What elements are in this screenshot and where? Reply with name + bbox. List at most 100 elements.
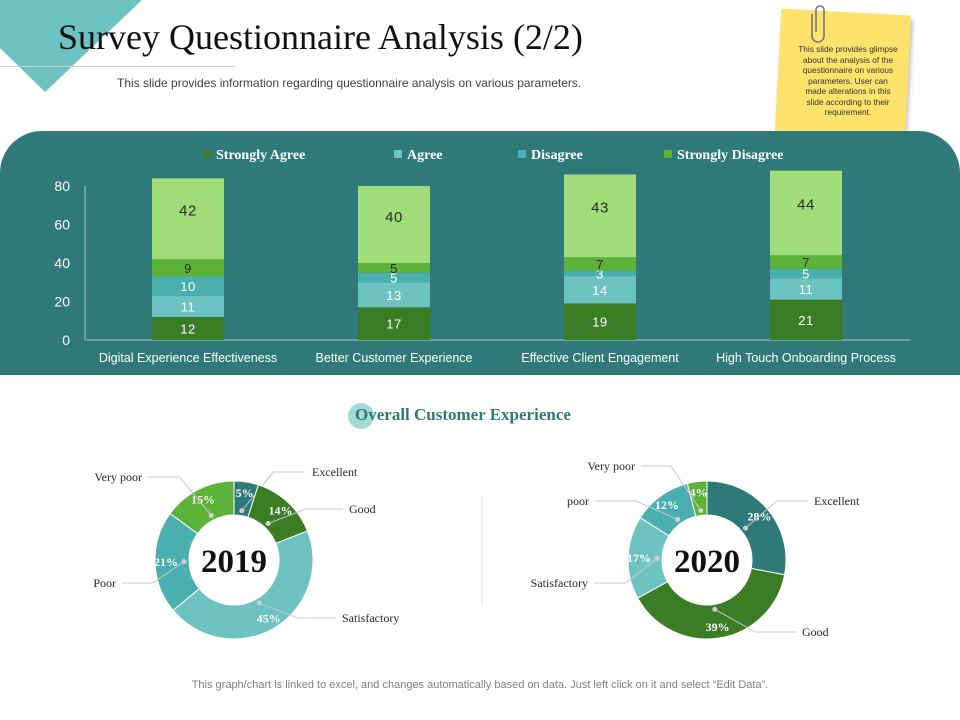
leader-line xyxy=(268,508,343,525)
legend-item-strongly-disagree: Strongly Disagree xyxy=(664,148,783,166)
section-dot xyxy=(348,403,374,429)
legend-swatch xyxy=(203,150,211,158)
donut-slice xyxy=(169,480,235,535)
slice-category-label: Poor xyxy=(93,576,116,590)
slice-value-label: 5% xyxy=(236,486,254,500)
donut-charts: 5% Excellent 14% Good 45% Satisfactory 21% Poor… xyxy=(93,459,860,640)
footer-note: This graph/chart is linked to excel, and… xyxy=(191,679,769,691)
x-tick-label: Better Customer Experience xyxy=(315,351,472,365)
data-label: 3 xyxy=(596,267,604,282)
legend-swatch xyxy=(664,150,672,158)
data-label: 43 xyxy=(591,200,609,217)
x-tick-label: High Touch Onboarding Process xyxy=(716,351,896,365)
slice-value-label: 45% xyxy=(257,612,281,626)
data-label: 9 xyxy=(184,261,192,276)
y-tick-label: 40 xyxy=(54,255,70,271)
data-label: 10 xyxy=(180,279,195,294)
data-label: 7 xyxy=(802,255,810,270)
data-label: 44 xyxy=(797,196,815,213)
bar-segment xyxy=(152,295,224,317)
leader-line xyxy=(259,602,336,619)
bar-segment xyxy=(152,178,224,260)
leader-dot xyxy=(265,521,271,527)
leader-line xyxy=(714,608,796,633)
bar-segment xyxy=(770,255,842,269)
slice-category-label: Good xyxy=(802,625,829,639)
y-tick-label: 20 xyxy=(54,294,70,310)
data-label: 5 xyxy=(802,267,810,282)
legend-label: Strongly Agree xyxy=(216,148,306,163)
leader-line xyxy=(241,471,305,511)
leader-line xyxy=(594,558,658,584)
bar-segment xyxy=(358,272,430,283)
data-label: 5 xyxy=(390,261,398,276)
legend-label: Agree xyxy=(407,148,443,163)
bar-segment xyxy=(564,257,636,271)
data-label: 21 xyxy=(798,313,813,328)
data-label: 7 xyxy=(596,257,604,272)
data-label: 12 xyxy=(180,321,195,336)
bar-segment xyxy=(770,170,842,256)
bar-segment xyxy=(358,307,430,340)
slice-value-label: 15% xyxy=(191,492,215,506)
legend-item-disagree: Disagree xyxy=(518,148,583,166)
slice-category-label: Very poor xyxy=(587,459,635,473)
slice-value-label: 12% xyxy=(655,498,679,512)
section-title: Overall Customer Experience xyxy=(355,405,571,424)
slice-value-label: 21% xyxy=(154,555,178,569)
leader-line xyxy=(122,561,185,584)
y-tick-label: 60 xyxy=(54,217,70,233)
stacked-bar-chart: 0 20 40 60 80 12 11 10 9 42 Digital Experience Eff… xyxy=(54,170,910,365)
data-label: 13 xyxy=(386,288,401,303)
page-title: Survey Questionnaire Analysis (2/2) xyxy=(58,17,583,57)
slice-category-label: Good xyxy=(349,502,376,516)
leader-line xyxy=(641,465,702,511)
x-tick-label: Digital Experience Effectiveness xyxy=(99,351,277,365)
legend-item-agree: Agree xyxy=(394,148,443,166)
slice-category-label: Satisfactory xyxy=(531,576,588,590)
donut-center-label: 2020 xyxy=(674,544,740,580)
slice-value-label: 17% xyxy=(627,551,651,565)
donut-center-label: 2019 xyxy=(201,544,267,580)
data-label: 17 xyxy=(386,317,401,332)
data-label: 40 xyxy=(385,209,403,226)
x-tick-label: Effective Client Engagement xyxy=(521,351,679,365)
leader-line xyxy=(148,476,212,516)
bar-segment xyxy=(152,276,224,296)
bar-segment xyxy=(152,259,224,277)
title-divider xyxy=(0,66,235,67)
bar-segment xyxy=(564,276,636,304)
bar-segment xyxy=(770,278,842,300)
data-label: 5 xyxy=(390,270,398,285)
data-label: 42 xyxy=(179,203,197,220)
slice-category-label: Satisfactory xyxy=(342,611,399,625)
sticky-note-text: This slide provides glimpse about the an… xyxy=(798,44,898,117)
corner-decoration xyxy=(0,0,142,92)
slice-category-label: Excellent xyxy=(312,465,358,479)
slice-category-label: Excellent xyxy=(814,494,860,508)
legend-swatch xyxy=(518,150,526,158)
data-label: 11 xyxy=(799,282,814,297)
slice-value-label: 39% xyxy=(706,620,730,634)
paperclip-icon xyxy=(811,5,825,43)
bar-segment xyxy=(564,303,636,340)
bar-segment xyxy=(152,316,224,340)
page-subtitle: This slide provides information regardin… xyxy=(117,76,582,90)
bar-segment xyxy=(564,174,636,258)
bar-segment xyxy=(358,186,430,263)
leader-line xyxy=(745,500,808,529)
legend-item-strongly-agree: Strongly Agree xyxy=(203,148,305,166)
legend-label: Disagree xyxy=(531,148,583,163)
legend-label: Strongly Disagree xyxy=(677,148,784,163)
bar-segment xyxy=(564,270,636,277)
bar-segment xyxy=(358,282,430,308)
bar-segment xyxy=(770,299,842,340)
y-tick-label: 80 xyxy=(54,178,70,194)
donut-slice xyxy=(172,530,314,640)
y-tick-label: 0 xyxy=(62,332,70,348)
slice-value-label: 4% xyxy=(689,486,707,500)
data-label: 11 xyxy=(181,299,196,314)
donut-slice xyxy=(686,480,708,518)
slice-value-label: 14% xyxy=(269,503,293,517)
data-label: 14 xyxy=(592,283,607,298)
